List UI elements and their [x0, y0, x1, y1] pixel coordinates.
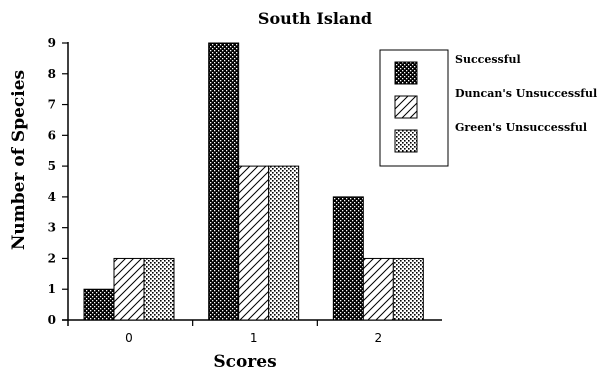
legend-label: Successful	[455, 53, 521, 66]
y-tick-label: 9	[48, 36, 56, 50]
y-tick-label: 2	[48, 251, 56, 265]
y-axis-label: Number of Species	[9, 70, 29, 250]
bar-diagonal-hatch-cat-1	[238, 165, 270, 321]
legend: Successful Duncan's Unsuccessful Green's U…	[379, 49, 597, 167]
x-tick-label: 2	[375, 331, 383, 345]
bar-dots-light-cat-0	[143, 257, 175, 321]
x-tick-label: 1	[250, 331, 258, 345]
bars	[83, 42, 424, 321]
y-tick-label: 8	[48, 67, 56, 81]
legend-label: Green's Unsuccessful	[455, 121, 587, 134]
bar-diagonal-hatch-cat-2	[362, 257, 394, 321]
y-tick-label: 4	[48, 190, 56, 204]
chart-title: South Island	[258, 9, 372, 28]
x-axis-label: Scores	[213, 352, 276, 372]
y-tick-label: 7	[48, 98, 56, 112]
bar-dots-dense-cat-0	[83, 288, 115, 321]
y-tick-label: 0	[48, 313, 56, 327]
y-tick-label: 1	[48, 282, 56, 296]
x-tick-label: 0	[125, 331, 133, 345]
bar-dots-light-cat-1	[268, 165, 300, 321]
bar-dots-dense-cat-1	[208, 42, 240, 321]
legend-label: Duncan's Unsuccessful	[455, 87, 597, 100]
bar-dots-dense-cat-2	[332, 196, 364, 321]
legend-swatch	[394, 61, 418, 85]
bar-diagonal-hatch-cat-0	[113, 257, 145, 321]
bar-dots-light-cat-2	[392, 257, 424, 321]
legend-swatch	[394, 129, 418, 153]
y-tick-label: 5	[48, 159, 56, 173]
y-tick-label: 3	[48, 221, 56, 235]
legend-swatch	[394, 95, 418, 119]
y-tick-label: 6	[48, 128, 56, 142]
